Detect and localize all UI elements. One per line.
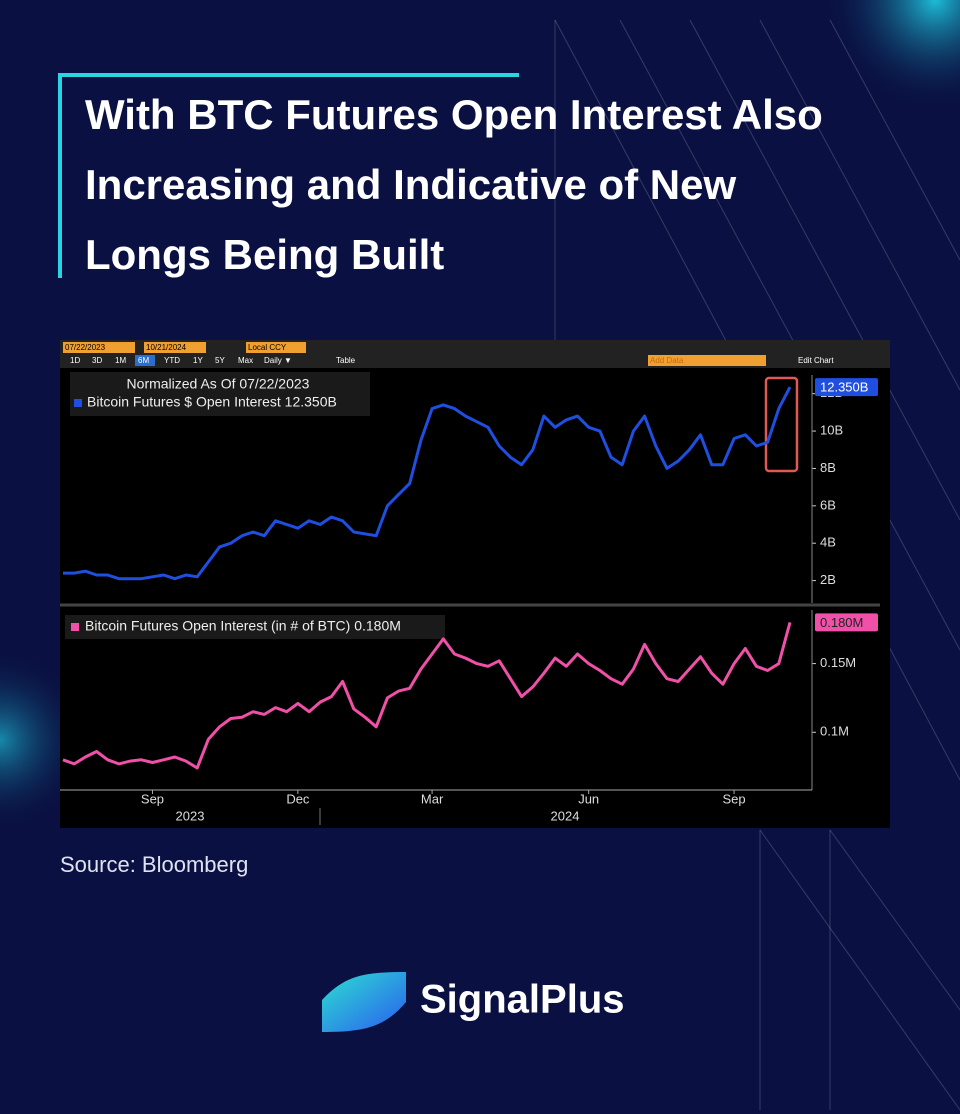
- range-selected: [135, 355, 155, 366]
- line: [62, 622, 792, 770]
- range-button[interactable]: YTD: [164, 356, 180, 365]
- last-value-tag: [815, 613, 878, 632]
- date-field: [63, 342, 135, 353]
- subtitle: Normalized As Of 07/22/2023: [127, 376, 310, 392]
- legend-box: [65, 615, 445, 639]
- add-data-field: [648, 355, 766, 366]
- year-label: 2023: [176, 808, 205, 823]
- title-line: Increasing and Indicative of New: [85, 161, 736, 208]
- table-button[interactable]: Table: [336, 356, 356, 365]
- range-button[interactable]: 6M: [138, 356, 149, 365]
- y-tick-label: 0.15M: [820, 655, 856, 670]
- decor-lines: [554, 19, 960, 1111]
- source: Source: Bloomberg: [60, 852, 248, 877]
- title-line: With BTC Futures Open Interest Also: [85, 91, 823, 138]
- brand: SignalPlus: [420, 978, 625, 1022]
- legend-swatch: [71, 623, 79, 631]
- y-tick-label: 8B: [820, 460, 836, 475]
- legend-label: Bitcoin Futures $ Open Interest 12.350B: [87, 394, 337, 410]
- x-tick-label: Sep: [723, 791, 746, 806]
- date-field: [144, 342, 206, 353]
- last-value-label: 12.350B: [820, 380, 868, 395]
- currency[interactable]: Local CCY: [248, 343, 287, 352]
- range-button[interactable]: 1D: [70, 356, 80, 365]
- year-label: 2024: [551, 808, 580, 823]
- range-button[interactable]: 5Y: [215, 356, 225, 365]
- range-button[interactable]: 1Y: [193, 356, 203, 365]
- y-tick-label: 4B: [820, 535, 836, 550]
- title-line: Longs Being Built: [85, 231, 444, 278]
- add-data[interactable]: Add Data: [650, 356, 684, 365]
- range-button[interactable]: 3D: [92, 356, 102, 365]
- ccy-field: [246, 342, 306, 353]
- range-button[interactable]: 1M: [115, 356, 126, 365]
- x-tick-label: Jun: [578, 791, 599, 806]
- last-value-label: 0.180M: [820, 615, 863, 630]
- glow: [825, 0, 960, 110]
- highlight-box: [764, 376, 799, 473]
- y-tick-label: 2B: [820, 572, 836, 587]
- line: [63, 386, 792, 581]
- start-date[interactable]: 07/22/2023: [65, 343, 106, 352]
- legend-box: [70, 372, 370, 416]
- range-button[interactable]: Max: [238, 356, 253, 365]
- legend-swatch: [74, 399, 82, 407]
- edit-chart[interactable]: Edit Chart: [798, 356, 834, 365]
- last-value-tag: [815, 378, 878, 397]
- legend-label: Bitcoin Futures Open Interest (in # of B…: [85, 618, 401, 634]
- y-tick-label: 10B: [820, 423, 843, 438]
- title: With BTC Futures Open Interest Also Incr…: [85, 91, 823, 278]
- x-tick-label: Dec: [286, 791, 310, 806]
- y-tick-label: 6B: [820, 497, 836, 512]
- title-bracket: [58, 73, 519, 278]
- end-date[interactable]: 10/21/2024: [146, 343, 187, 352]
- frequency[interactable]: Daily ▼: [264, 356, 292, 365]
- y-tick-label: 0.1M: [820, 724, 849, 739]
- x-tick-label: Sep: [141, 791, 164, 806]
- x-tick-label: Mar: [421, 791, 444, 806]
- logo-mark: [322, 972, 406, 1032]
